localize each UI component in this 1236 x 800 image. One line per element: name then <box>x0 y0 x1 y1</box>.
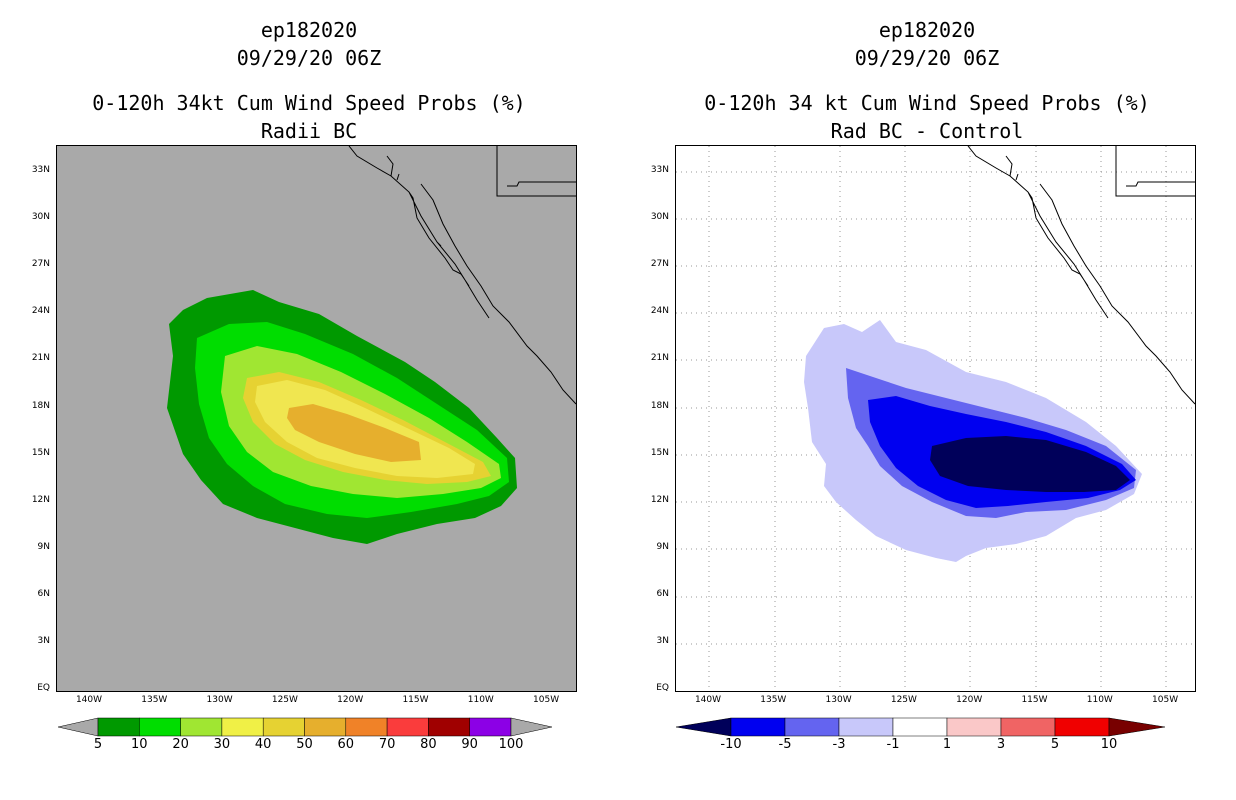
lon-tick-label: 105W <box>533 695 560 705</box>
right-subtitle: Rad BC - Control <box>830 119 1024 143</box>
lat-tick-label: 12N <box>31 494 50 505</box>
right-map <box>675 145 1196 692</box>
right-storm-id: ep182020 <box>878 18 976 42</box>
lon-tick-label: 110W <box>467 695 494 705</box>
colorbar-swatch <box>1000 717 1056 737</box>
colorbar-label: 50 <box>296 737 313 752</box>
lon-tick-label: 135W <box>141 695 168 705</box>
colorbar-label: -1 <box>886 737 900 752</box>
lat-tick-label: 18N <box>650 400 669 411</box>
lat-tick-label: EQ <box>656 683 669 694</box>
lat-tick-label: 9N <box>656 541 669 552</box>
lon-tick-label: 140W <box>75 695 103 705</box>
lon-tick-label: 120W <box>337 695 364 705</box>
lat-tick-label: 30N <box>650 212 669 223</box>
colorbar-swatch <box>784 717 840 737</box>
lon-tick-label: 115W <box>1021 695 1048 705</box>
colorbar-label: -5 <box>778 737 792 752</box>
lon-tick-label: 125W <box>271 695 298 705</box>
colorbar-label: 90 <box>461 737 478 752</box>
colorbar-label: -10 <box>720 737 742 752</box>
colorbar-label: 1 <box>942 737 952 752</box>
lon-tick-label: 110W <box>1086 695 1113 705</box>
lat-tick-label: 24N <box>31 306 50 317</box>
colorbar-label: 30 <box>213 737 231 752</box>
lat-tick-label: 30N <box>31 212 50 223</box>
lat-tick-label: 27N <box>650 259 669 270</box>
colorbar-swatch <box>1054 717 1110 737</box>
lon-tick-label: 105W <box>1152 695 1179 705</box>
left-map <box>56 145 577 692</box>
colorbar-swatch <box>946 717 1002 737</box>
lat-tick-label: 9N <box>37 541 50 552</box>
left-colorbar-high-arrow <box>510 717 553 737</box>
lat-tick-label: 15N <box>650 447 669 458</box>
diff-contour-minus10 <box>930 436 1130 492</box>
lat-tick-label: 21N <box>31 353 50 364</box>
lon-tick-label: 130W <box>206 695 233 705</box>
lat-tick-label: 3N <box>37 636 50 646</box>
colorbar-swatch <box>730 717 786 737</box>
left-storm-id: ep182020 <box>260 18 358 42</box>
right-datetime: 09/29/20 06Z <box>854 46 1000 70</box>
colorbar-label: 40 <box>254 737 272 752</box>
colorbar-label: -3 <box>832 737 846 752</box>
colorbar-label: 20 <box>172 737 189 752</box>
lat-tick-label: 3N <box>656 636 669 646</box>
colorbar-label: 10 <box>1100 737 1118 752</box>
lat-tick-label: EQ <box>37 683 50 694</box>
right-title: 0-120h 34 kt Cum Wind Speed Probs (%) <box>704 91 1150 115</box>
left-subtitle: Radii BC <box>260 119 358 143</box>
colorbar-swatch <box>838 717 894 737</box>
colorbar-label: 5 <box>93 737 103 752</box>
lon-tick-label: 135W <box>760 695 787 705</box>
lat-tick-label: 27N <box>31 259 50 270</box>
lon-tick-label: 140W <box>694 695 722 705</box>
coastline <box>348 146 576 405</box>
lat-tick-label: 6N <box>37 588 50 599</box>
lat-tick-label: 15N <box>31 447 50 458</box>
colorbar-label: 10 <box>131 737 148 752</box>
lat-tick-label: 18N <box>31 400 50 411</box>
colorbar-swatch <box>892 717 948 737</box>
colorbar-label: 60 <box>337 737 355 752</box>
lat-tick-label: 24N <box>650 306 669 317</box>
left-title: 0-120h 34kt Cum Wind Speed Probs (%) <box>92 91 526 115</box>
lon-tick-label: 125W <box>890 695 917 705</box>
colorbar-label: 80 <box>420 737 437 752</box>
lon-tick-label: 115W <box>402 695 429 705</box>
colorbar-label: 70 <box>378 737 396 752</box>
colorbar-label: 100 <box>498 737 524 752</box>
lat-tick-label: 21N <box>650 353 669 364</box>
lat-tick-label: 33N <box>31 165 50 175</box>
colorbar-label: 3 <box>996 737 1006 752</box>
left-colorbar <box>57 717 553 737</box>
lat-tick-label: 6N <box>656 588 669 599</box>
lat-tick-label: 12N <box>650 494 669 505</box>
right-colorbar-low-arrow <box>675 717 732 737</box>
right-colorbar-high-arrow <box>1108 717 1166 737</box>
lat-tick-label: 33N <box>650 165 669 175</box>
left-datetime: 09/29/20 06Z <box>236 46 382 70</box>
gridlines <box>676 146 1195 691</box>
lon-tick-label: 130W <box>825 695 852 705</box>
coastline <box>967 146 1195 405</box>
colorbar-label: 5 <box>1050 737 1060 752</box>
lon-tick-label: 120W <box>956 695 983 705</box>
prob-contour-50 <box>287 404 421 462</box>
